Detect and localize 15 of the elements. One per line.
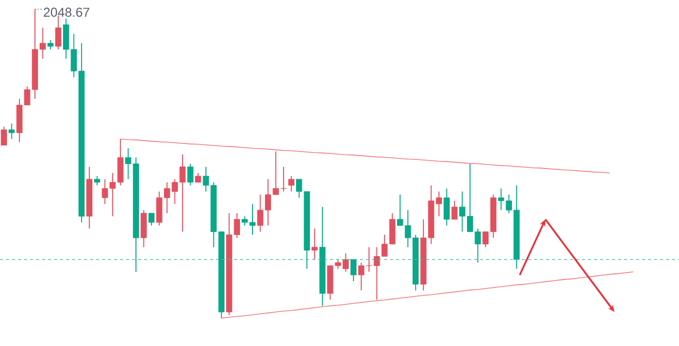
candlestick: [350, 258, 357, 282]
candlestick: [8, 123, 15, 140]
candlestick: [47, 40, 54, 50]
candlestick: [288, 176, 294, 192]
candlestick: [195, 172, 202, 183]
candlestick: [451, 200, 458, 220]
candlestick: [148, 212, 155, 226]
candlestick: [312, 228, 318, 260]
candlestick: [444, 188, 450, 226]
candlestick: [0, 126, 7, 146]
candlestick: [187, 163, 194, 186]
candlestick: [94, 176, 100, 186]
annotation: 2048.67: [44, 8, 90, 17]
candlestick: [280, 166, 287, 192]
candlestick: [296, 178, 302, 198]
